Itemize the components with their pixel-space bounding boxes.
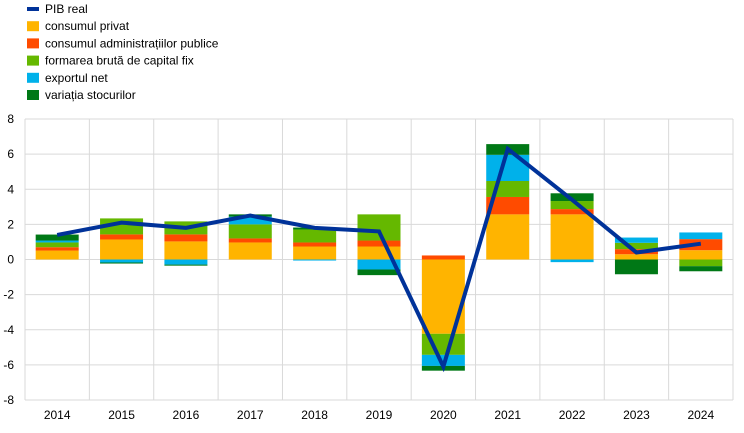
bar-segment xyxy=(164,264,208,266)
bar-segment xyxy=(614,237,658,243)
x-tick-label: 2021 xyxy=(494,408,521,422)
bar-segment xyxy=(228,238,272,243)
bar-segment xyxy=(35,250,79,260)
bar-segment xyxy=(357,214,401,241)
y-tick-label: -4 xyxy=(3,323,14,337)
bar-segment xyxy=(550,214,594,260)
bar-segment xyxy=(357,269,401,276)
x-tick-label: 2023 xyxy=(623,408,650,422)
bar-segment xyxy=(357,246,401,260)
legend-swatch xyxy=(27,90,39,100)
bar-segment xyxy=(421,333,465,355)
bar-segment xyxy=(486,214,530,260)
x-tick-label: 2016 xyxy=(173,408,200,422)
line-pib-real xyxy=(56,145,702,373)
legend-label: consumul privat xyxy=(45,19,130,33)
y-tick-label: 2 xyxy=(7,217,14,231)
bar-segment xyxy=(228,216,272,225)
y-axis: -8 -6 -4 -2 0 2 4 6 8 xyxy=(3,112,14,407)
x-tick-label: 2017 xyxy=(237,408,264,422)
legend-swatch xyxy=(27,55,39,66)
legend-label: variația stocurilor xyxy=(45,88,136,102)
bar-segment xyxy=(550,259,594,263)
bar-segment xyxy=(293,246,337,260)
bar-segment xyxy=(164,241,208,260)
y-tick-label: -6 xyxy=(3,358,14,372)
bar-segment xyxy=(228,242,272,260)
y-tick-label: 0 xyxy=(7,253,14,267)
bar-segment xyxy=(100,262,144,264)
line-series xyxy=(56,145,702,373)
bar-segment xyxy=(550,193,594,202)
legend-swatch xyxy=(27,21,39,32)
legend-label: exportul net xyxy=(45,71,108,85)
bar-segment xyxy=(357,259,401,270)
bar-segment xyxy=(35,240,79,243)
bar-segment xyxy=(100,234,144,240)
bar-segment xyxy=(679,250,723,260)
legend-label: PIB real xyxy=(45,2,88,16)
bar-segment xyxy=(35,242,79,248)
x-tick-label: 2018 xyxy=(301,408,328,422)
y-tick-label: 6 xyxy=(7,147,14,161)
x-tick-label: 2024 xyxy=(687,408,714,422)
bar-segment xyxy=(357,240,401,247)
x-tick-label: 2020 xyxy=(430,408,457,422)
bar-segment xyxy=(228,224,272,239)
y-tick-label: 8 xyxy=(7,112,14,126)
bar-segment xyxy=(550,201,594,210)
bar-segment xyxy=(100,259,144,263)
bar-segment xyxy=(164,259,208,265)
bar-segment xyxy=(35,247,79,251)
bar-segment xyxy=(679,259,723,267)
bar-segment xyxy=(614,259,658,275)
bar-segment xyxy=(164,234,208,242)
x-tick-label: 2014 xyxy=(44,408,71,422)
bar-segment xyxy=(35,234,79,241)
bar-segment xyxy=(679,232,723,240)
bars xyxy=(35,144,723,371)
bar-segment xyxy=(293,259,337,261)
legend: PIB real consumul privat consumul administ… xyxy=(27,2,219,102)
x-tick-label: 2019 xyxy=(366,408,393,422)
y-tick-label: -8 xyxy=(3,393,14,407)
y-tick-label: 4 xyxy=(7,182,14,196)
legend-swatch xyxy=(27,72,39,83)
y-tick-label: -2 xyxy=(3,288,14,302)
x-tick-label: 2022 xyxy=(559,408,586,422)
bar-segment xyxy=(293,242,337,247)
legend-swatch-line xyxy=(27,7,39,11)
bar-segment xyxy=(421,255,465,260)
bar-segment xyxy=(614,242,658,250)
bar-segment xyxy=(486,196,530,215)
bar-segment xyxy=(614,254,658,260)
bar-segment xyxy=(100,239,144,260)
legend-swatch xyxy=(27,38,39,49)
legend-label: formarea brută de capital fix xyxy=(45,54,194,68)
x-axis: 2014 2015 2016 2017 2018 2019 2020 2021 2022 2023… xyxy=(44,408,715,422)
bar-segment xyxy=(293,229,337,243)
bar-segment xyxy=(550,209,594,215)
x-tick-label: 2015 xyxy=(108,408,135,422)
legend-label: consumul administrațiilor publice xyxy=(45,36,219,50)
bar-segment xyxy=(679,266,723,272)
